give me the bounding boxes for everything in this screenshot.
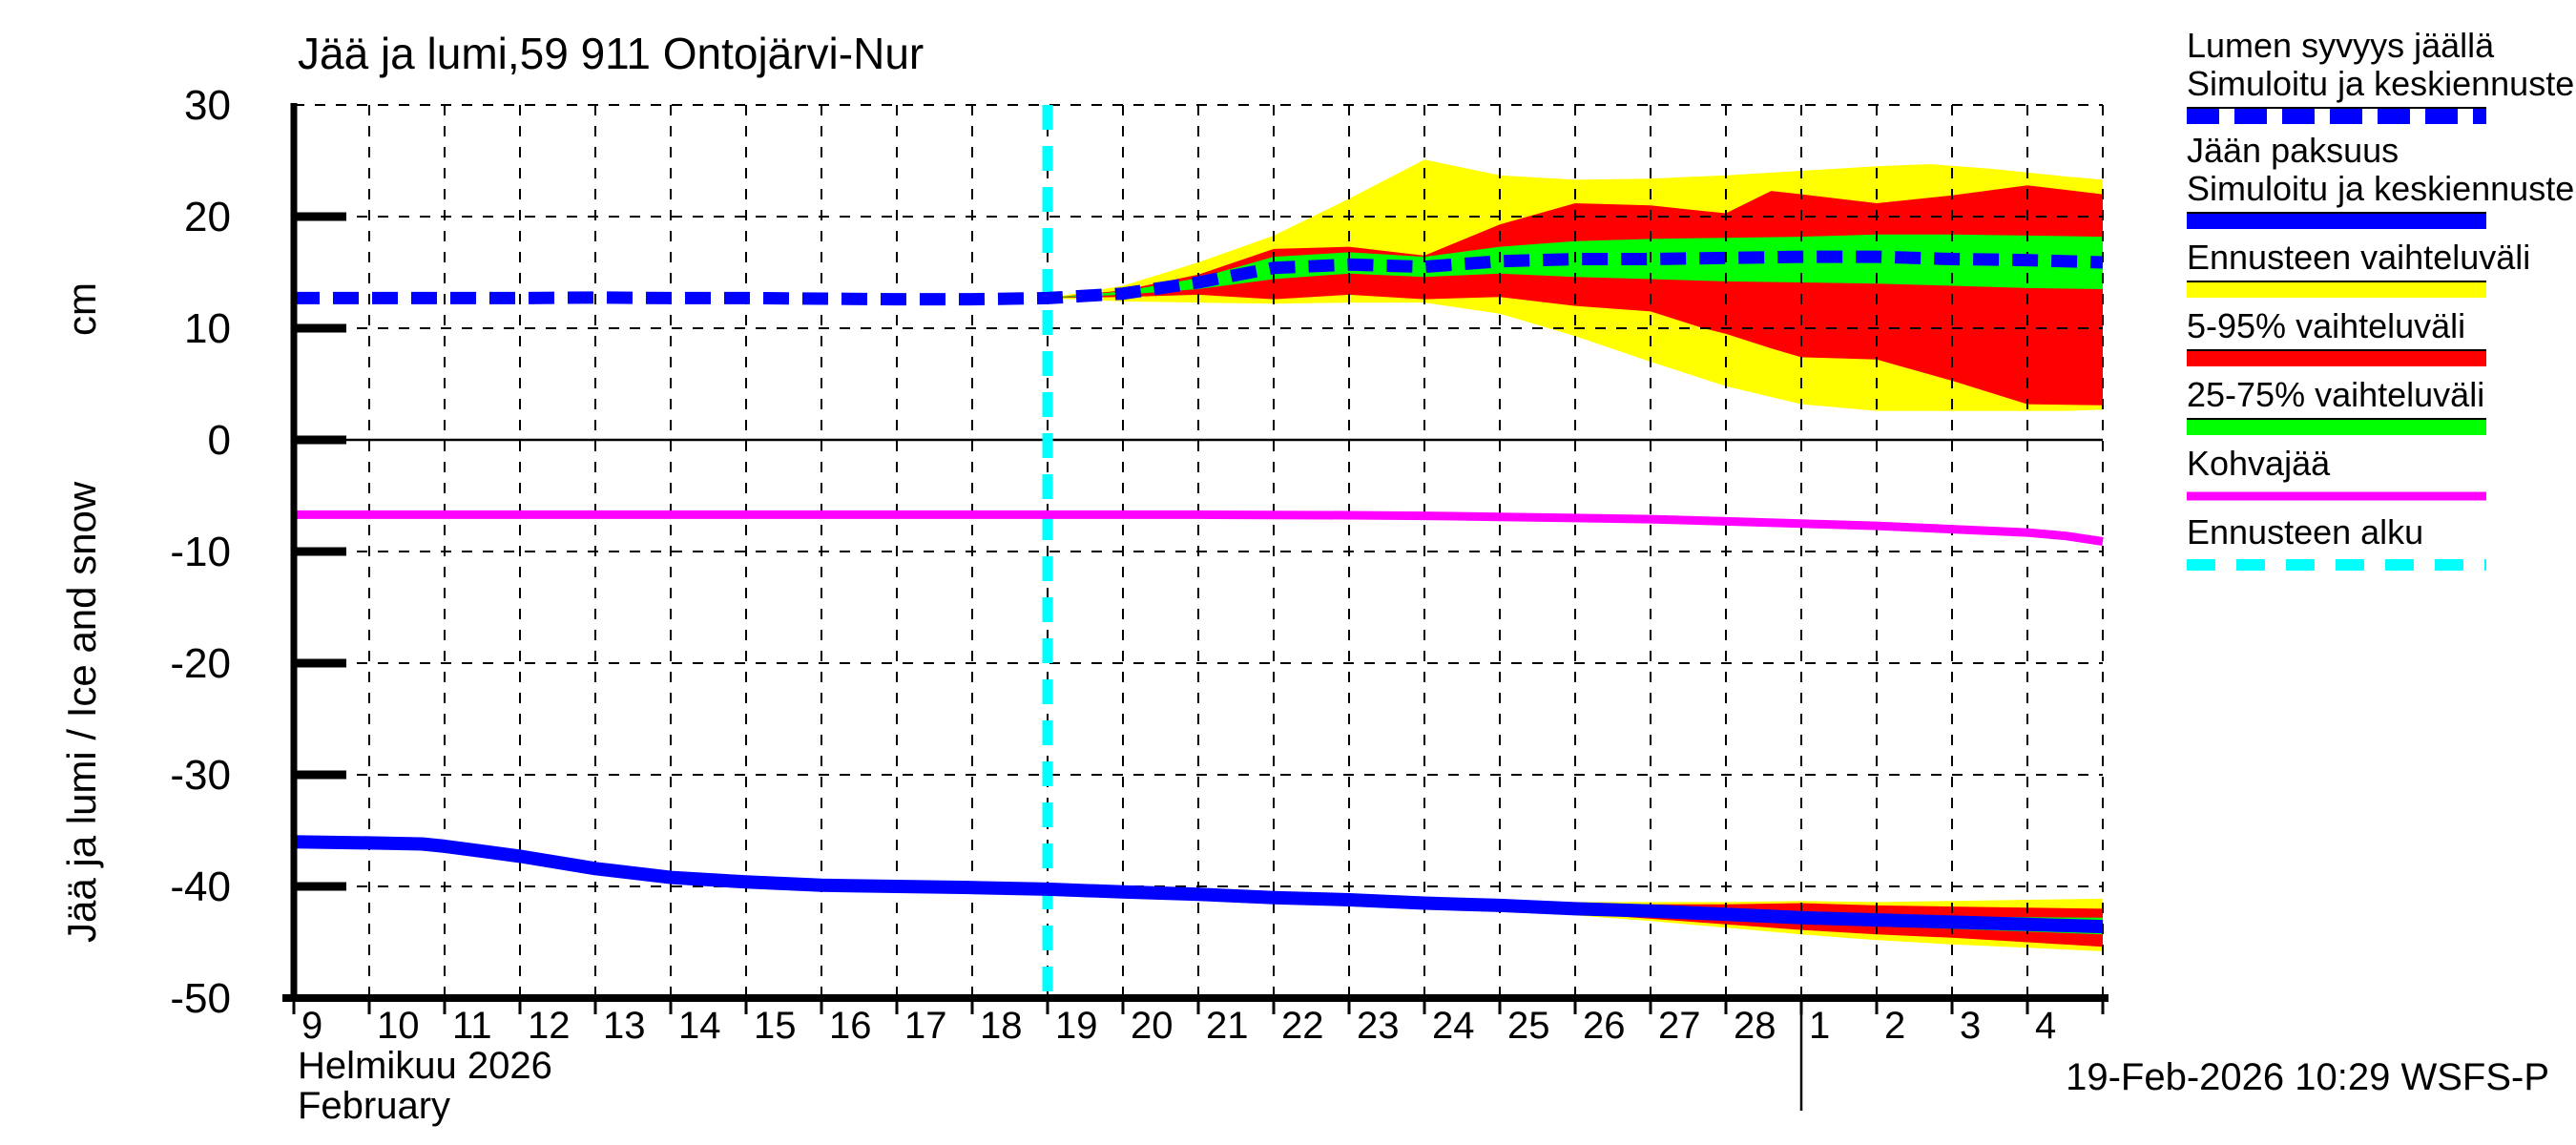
- x-tick-label-day-13: 13: [603, 1005, 646, 1047]
- timestamp: 19-Feb-2026 10:29 WSFS-P: [2066, 1056, 2549, 1098]
- y-tick-label-0: 0: [208, 417, 231, 464]
- x-tick-label-day-12: 12: [528, 1005, 571, 1047]
- x-tick-label-day-25: 25: [1507, 1005, 1550, 1047]
- gridlines: [293, 104, 2104, 998]
- x-tick-label-day-11: 11: [452, 1005, 492, 1047]
- y-tick-label--20: -20: [170, 640, 231, 687]
- legend-label-kohvajaa-line1: Kohvajää: [2187, 444, 2331, 483]
- legend-item-range-5-95: 5-95% vaihteluväli: [2187, 306, 2486, 366]
- x-tick-label-day-26: 26: [1583, 1005, 1626, 1047]
- x-tick-label-day-19: 19: [1055, 1005, 1098, 1047]
- x-tick-label-day-10: 10: [377, 1005, 420, 1047]
- x-tick-label-day-21: 21: [1206, 1005, 1249, 1047]
- x-tick-label-day-29: 1: [1809, 1005, 1830, 1047]
- legend-label-ice-thickness-line2: Simuloitu ja keskiennuste: [2187, 169, 2574, 208]
- y-tick-label--50: -50: [170, 975, 231, 1022]
- x-axis-month-label-fi: Helmikuu 2026: [298, 1045, 552, 1087]
- y-axis-label: Jää ja lumi / Ice and snow: [59, 481, 104, 943]
- data-lines: [293, 250, 2104, 934]
- legend-item-range-25-75: 25-75% vaihteluväli: [2187, 375, 2486, 435]
- x-tick-label-day-22: 22: [1281, 1005, 1324, 1047]
- band-snow-range-25-75: [1048, 234, 2103, 299]
- y-tick-label-10: 10: [184, 305, 231, 352]
- x-tick-label-day-27: 27: [1658, 1005, 1701, 1047]
- legend-label-forecast-range-line1: Ennusteen vaihteluväli: [2187, 238, 2530, 277]
- legend-label-ice-thickness-line1: Jään paksuus: [2187, 131, 2399, 170]
- x-tick-label-day-16: 16: [829, 1005, 872, 1047]
- x-tick-label-day-30: 2: [1884, 1005, 1905, 1047]
- x-tick-label-day-15: 15: [754, 1005, 797, 1047]
- y-axis-unit: cm: [59, 282, 104, 336]
- legend-item-forecast-range: Ennusteen vaihteluväli: [2187, 238, 2530, 298]
- axes-and-ticks: [282, 103, 2109, 1111]
- y-tick-label--10: -10: [170, 529, 231, 575]
- legend-label-range-5-95-line1: 5-95% vaihteluväli: [2187, 306, 2465, 345]
- x-tick-label-day-31: 3: [1960, 1005, 1981, 1047]
- legend-item-forecast-start: Ennusteen alku: [2187, 512, 2486, 571]
- legend-label-snow-depth-on-ice-line1: Lumen syvyys jäällä: [2187, 26, 2495, 65]
- x-tick-label-day-17: 17: [904, 1005, 947, 1047]
- y-tick-label--40: -40: [170, 864, 231, 910]
- legend-label-snow-depth-on-ice-line2: Simuloitu ja keskiennuste: [2187, 64, 2574, 103]
- y-tick-label--30: -30: [170, 752, 231, 799]
- x-tick-label-day-9: 9: [301, 1005, 322, 1047]
- legend-item-kohvajaa: Kohvajää: [2187, 444, 2486, 501]
- x-tick-label-day-24: 24: [1432, 1005, 1475, 1047]
- x-axis-month-label-en: February: [298, 1085, 450, 1127]
- y-tick-label-30: 30: [184, 82, 231, 129]
- x-tick-label-day-32: 4: [2035, 1005, 2056, 1047]
- x-tick-label-day-18: 18: [980, 1005, 1023, 1047]
- y-tick-label-20: 20: [184, 194, 231, 240]
- series-snow-median: [294, 250, 2104, 306]
- series-kohvajaa: [294, 510, 2104, 546]
- legend-label-range-25-75-line1: 25-75% vaihteluväli: [2187, 375, 2484, 414]
- series-ice-median: [293, 835, 2104, 934]
- legend-label-forecast-start-line1: Ennusteen alku: [2187, 512, 2423, 552]
- x-tick-label-day-14: 14: [678, 1005, 721, 1047]
- x-tick-label-day-20: 20: [1131, 1005, 1174, 1047]
- chart-title: Jää ja lumi,59 911 Ontojärvi-Nur: [298, 29, 924, 78]
- x-tick-label-day-23: 23: [1357, 1005, 1400, 1047]
- x-tick-label-day-28: 28: [1734, 1005, 1776, 1047]
